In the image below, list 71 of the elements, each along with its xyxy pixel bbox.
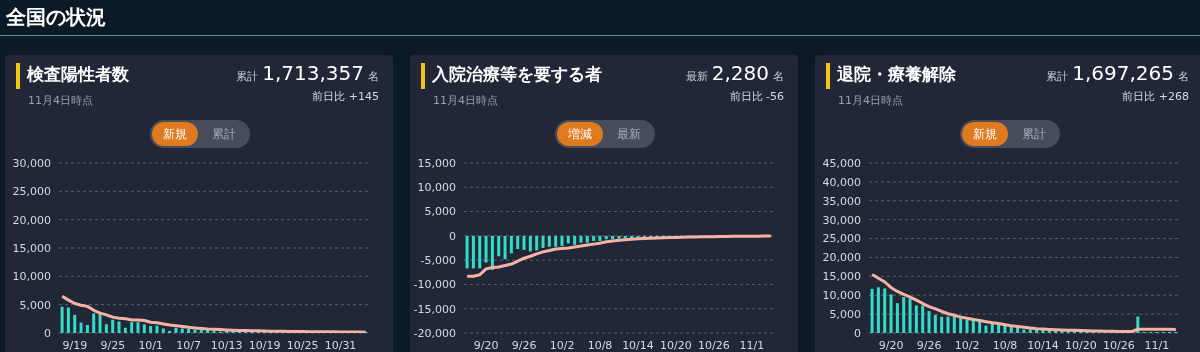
x-tick-label: 10/26 (698, 338, 730, 352)
y-tick-label: 15,000 (822, 270, 861, 284)
y-tick-label: 5,000 (424, 205, 456, 219)
x-tick-label: 10/8 (992, 338, 1018, 352)
text: 名 (1178, 69, 1189, 84)
y-tick-label: -10,000 (413, 278, 456, 292)
y-tick-label: 0 (854, 326, 861, 340)
y-tick-label: 30,000 (822, 213, 861, 227)
x-tick-label: 10/26 (1103, 338, 1135, 352)
y-tick-label: -15,000 (413, 302, 456, 316)
y-tick-label: 30,000 (12, 156, 51, 170)
x-tick-label: 10/14 (622, 338, 654, 352)
x-tick-label: 10/31 (324, 338, 357, 352)
text: 前日比 +268 (1122, 89, 1189, 104)
chart-title: 入院治療等を要する者 (432, 63, 602, 86)
y-tick-label: 5,000 (19, 298, 51, 312)
x-tick-label: 9/19 (62, 338, 88, 352)
x-tick-label: 10/20 (660, 338, 692, 352)
y-tick-label: 10,000 (417, 181, 456, 195)
x-tick-label: 10/1 (138, 338, 164, 352)
text: 累計 (236, 69, 259, 84)
text: 1,713,357 (262, 61, 364, 85)
x-tick-label: 10/2 (549, 338, 575, 352)
y-tick-label: 20,000 (12, 213, 51, 227)
text: 前日比 +145 (312, 89, 379, 104)
y-tick-label: 45,000 (822, 156, 861, 170)
text: 1,697,265 (1072, 61, 1174, 85)
chart-title: 退院・療養解除 (837, 63, 956, 86)
y-tick-label: 10,000 (12, 270, 51, 284)
x-tick-label: 9/20 (878, 338, 904, 352)
x-tick-label: 11/1 (1144, 338, 1170, 352)
y-tick-label: 40,000 (822, 175, 861, 189)
chart-title: 検査陽性者数 (27, 63, 129, 86)
chart-subtitle: 11月4日時点 (838, 93, 903, 108)
x-tick-label: 10/2 (954, 338, 980, 352)
text: 累計 (1046, 69, 1069, 84)
x-tick-label: 10/25 (286, 338, 319, 352)
text: 全国の状況 (6, 4, 106, 31)
x-tick-label: 10/8 (587, 338, 613, 352)
y-tick-label: -20,000 (413, 326, 456, 340)
x-tick-label: 10/19 (248, 338, 281, 352)
toggle-switch: 新規 累計 (150, 120, 250, 148)
text: 前日比 -56 (729, 89, 784, 104)
text: 最新 (685, 69, 708, 84)
x-tick-label: 10/13 (210, 338, 243, 352)
y-tick-label: 20,000 (822, 251, 861, 265)
x-tick-label: 11/1 (739, 338, 765, 352)
text: 名 (773, 69, 784, 84)
x-tick-label: 9/25 (100, 338, 126, 352)
toggle-switch: 増減 最新 (555, 120, 655, 148)
y-tick-label: 35,000 (822, 194, 861, 208)
text: 2,280 (711, 61, 769, 85)
x-tick-label: 9/26 (511, 338, 537, 352)
y-tick-label: 25,000 (12, 185, 51, 199)
chart-subtitle: 11月4日時点 (28, 93, 93, 108)
y-tick-label: -5,000 (420, 254, 456, 268)
text: 名 (368, 69, 379, 84)
chart-subtitle: 11月4日時点 (433, 93, 498, 108)
x-tick-label: 10/20 (1065, 338, 1097, 352)
x-tick-label: 9/20 (473, 338, 499, 352)
y-tick-label: 15,000 (12, 241, 51, 255)
x-tick-label: 10/14 (1027, 338, 1059, 352)
y-tick-label: 15,000 (417, 156, 456, 170)
x-tick-label: 9/26 (916, 338, 942, 352)
y-tick-label: 0 (449, 229, 456, 243)
y-tick-label: 25,000 (822, 232, 861, 246)
x-tick-label: 10/7 (176, 338, 202, 352)
y-tick-label: 5,000 (829, 308, 861, 322)
y-tick-label: 10,000 (822, 289, 861, 303)
y-tick-label: 0 (44, 326, 51, 340)
toggle-switch: 新規 累計 (960, 120, 1060, 148)
